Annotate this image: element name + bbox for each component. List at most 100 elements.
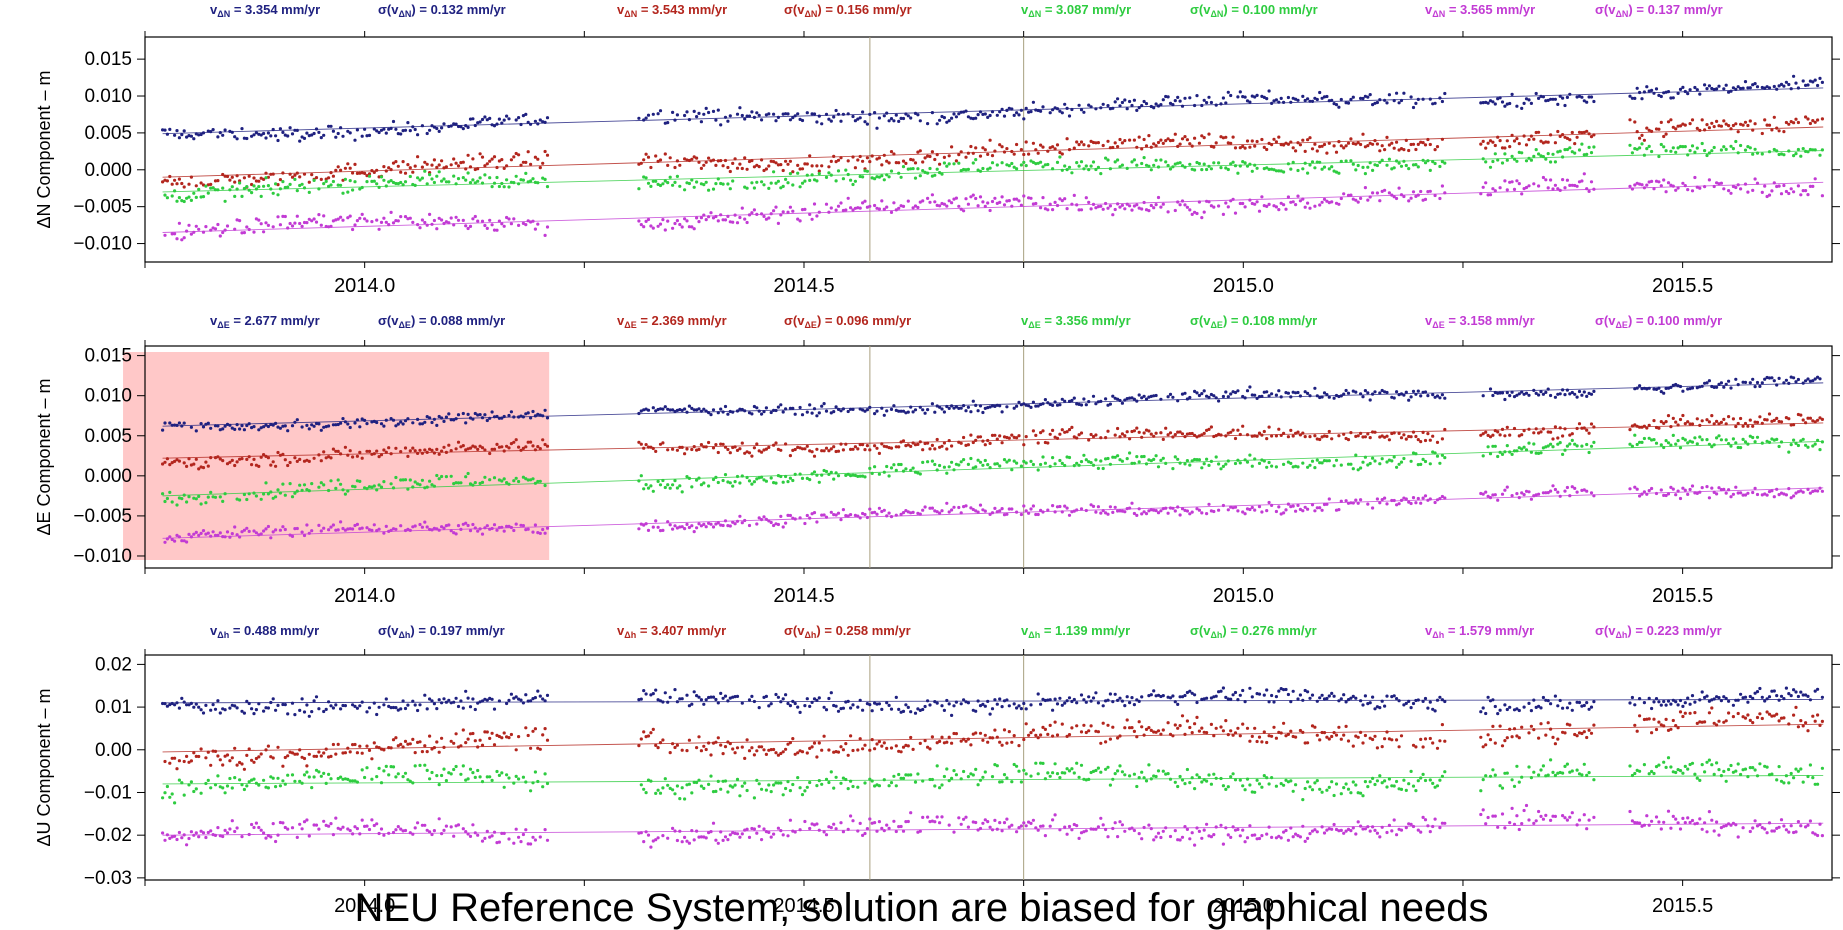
data-point <box>1679 418 1682 421</box>
data-point <box>1499 709 1502 712</box>
data-point <box>700 698 703 701</box>
data-point <box>842 448 845 451</box>
data-point <box>1195 701 1198 704</box>
data-point <box>1268 501 1271 504</box>
data-point <box>916 206 919 209</box>
data-point <box>1523 134 1526 137</box>
data-point <box>394 528 397 531</box>
data-point <box>1308 697 1311 700</box>
data-point <box>452 223 455 226</box>
data-point <box>1022 194 1025 197</box>
data-point <box>839 156 842 159</box>
data-point <box>697 220 700 223</box>
data-point <box>741 474 744 477</box>
data-point <box>1111 146 1114 149</box>
data-point <box>272 128 275 131</box>
data-point <box>801 167 804 170</box>
data-point <box>823 706 826 709</box>
data-point <box>166 497 169 500</box>
data-point <box>931 111 934 114</box>
data-point <box>1761 132 1764 135</box>
data-point <box>683 188 686 191</box>
data-point <box>440 218 443 221</box>
data-point <box>1359 143 1362 146</box>
data-point <box>1787 192 1790 195</box>
data-point <box>1667 441 1670 444</box>
data-point <box>1482 454 1485 457</box>
data-point <box>851 703 854 706</box>
data-point <box>1010 150 1013 153</box>
data-point <box>673 524 676 527</box>
data-point <box>972 194 975 197</box>
data-point <box>1513 427 1516 430</box>
data-point <box>1729 445 1732 448</box>
data-point <box>344 420 347 423</box>
data-point <box>452 175 455 178</box>
data-point <box>1422 159 1425 162</box>
data-point <box>224 128 227 131</box>
data-point <box>522 179 525 182</box>
data-point <box>1542 155 1545 158</box>
data-point <box>1705 154 1708 157</box>
data-point <box>1321 168 1324 171</box>
data-point <box>257 702 260 705</box>
data-point <box>1253 509 1256 512</box>
data-point <box>204 461 207 464</box>
data-point <box>519 699 522 702</box>
data-point <box>416 176 419 179</box>
data-point <box>1373 390 1376 393</box>
data-point <box>390 482 393 485</box>
data-point <box>1729 192 1732 195</box>
data-point <box>1232 693 1235 696</box>
data-point <box>373 171 376 174</box>
data-point <box>428 173 431 176</box>
data-point <box>1527 428 1530 431</box>
data-point <box>1549 702 1552 705</box>
data-point <box>276 139 279 142</box>
data-point <box>717 451 720 454</box>
data-point <box>1207 133 1210 136</box>
data-point <box>1301 462 1304 465</box>
data-point <box>353 421 356 424</box>
data-point <box>659 223 662 226</box>
data-point <box>885 514 888 517</box>
x-tick-label: 2015.0 <box>1213 275 1274 297</box>
data-point <box>1487 696 1490 699</box>
data-point <box>1674 127 1677 130</box>
data-point <box>897 161 900 164</box>
data-point <box>1578 390 1581 393</box>
data-point <box>178 707 181 710</box>
sigma-label: σ(vΔE) = 0.088 mm/yr <box>378 313 505 330</box>
data-point <box>1667 414 1670 417</box>
sigma-label: σ(vΔN) = 0.137 mm/yr <box>1595 2 1723 19</box>
data-point <box>1325 503 1328 506</box>
data-point <box>279 491 282 494</box>
data-point <box>1133 462 1136 465</box>
data-point <box>1032 463 1035 466</box>
data-point <box>260 195 263 198</box>
data-point <box>334 703 337 706</box>
data-point <box>365 710 368 713</box>
data-point <box>722 697 725 700</box>
data-point <box>731 411 734 414</box>
data-point <box>767 704 770 707</box>
data-point <box>296 418 299 421</box>
data-point <box>236 137 239 140</box>
data-point <box>1345 700 1348 703</box>
data-point <box>1489 452 1492 455</box>
data-point <box>1665 149 1668 152</box>
data-point <box>1123 434 1126 437</box>
data-point <box>1431 435 1434 438</box>
data-point <box>313 425 316 428</box>
data-point <box>1727 380 1730 383</box>
data-point <box>1102 704 1105 707</box>
data-point <box>758 410 761 413</box>
data-point <box>1193 137 1196 140</box>
data-point <box>267 131 270 134</box>
data-point <box>984 148 987 151</box>
data-point <box>1347 142 1350 145</box>
data-point <box>1342 393 1345 396</box>
data-point <box>216 223 219 226</box>
data-point <box>1436 455 1439 458</box>
